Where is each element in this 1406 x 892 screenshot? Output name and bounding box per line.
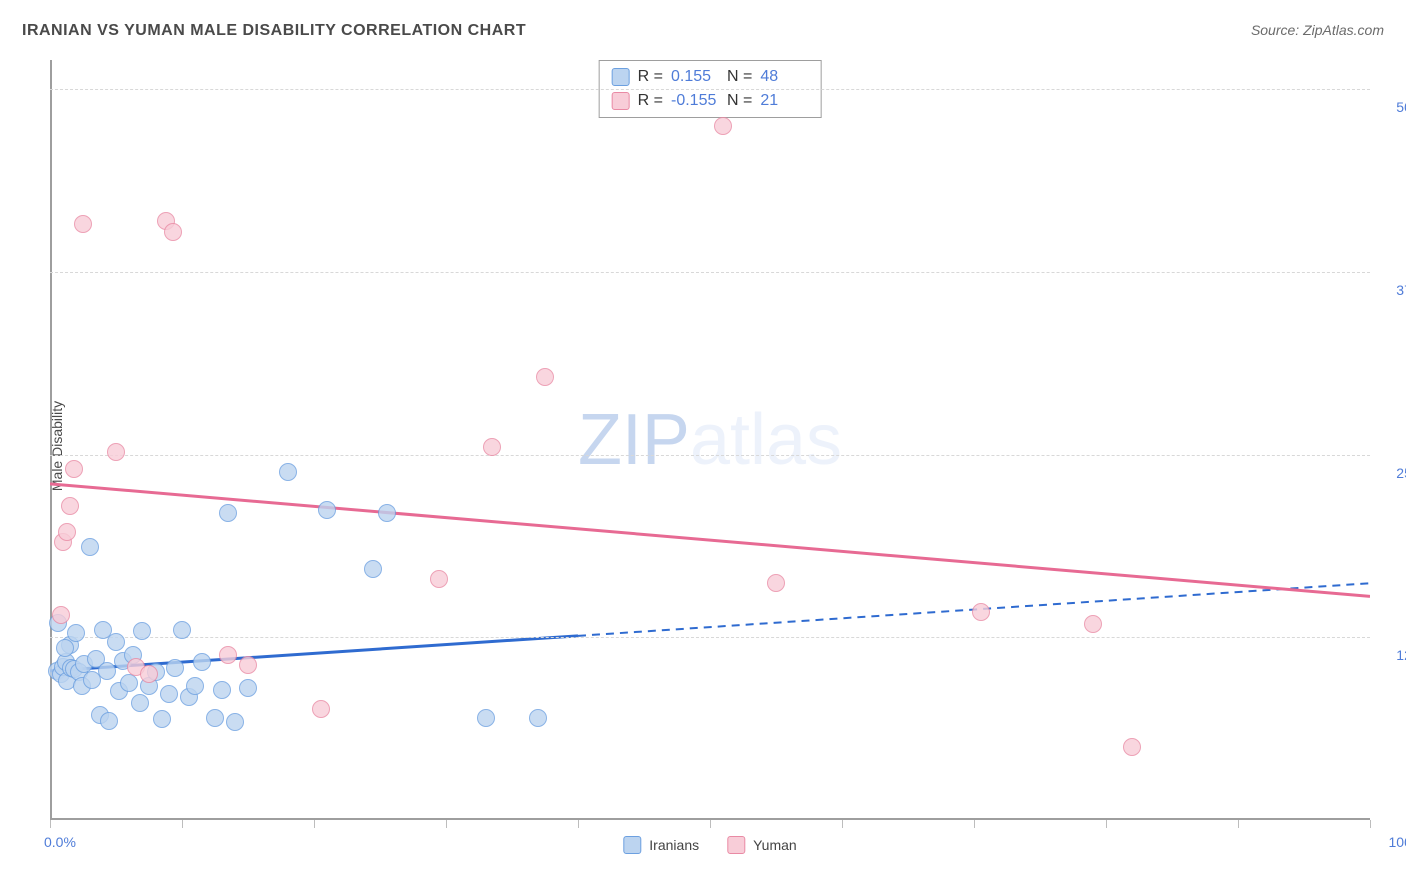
r-label: R =: [638, 65, 663, 89]
r-label: R =: [638, 89, 663, 113]
data-point-iranians: [477, 709, 495, 727]
legend-label-yuman: Yuman: [753, 837, 797, 853]
data-point-iranians: [213, 681, 231, 699]
data-point-iranians: [378, 504, 396, 522]
data-point-iranians: [166, 659, 184, 677]
gridline: [50, 637, 1370, 638]
legend-item-yuman: Yuman: [727, 836, 797, 854]
data-point-iranians: [529, 709, 547, 727]
gridline: [50, 455, 1370, 456]
x-tick-mark: [50, 820, 51, 828]
data-point-iranians: [206, 709, 224, 727]
data-point-iranians: [193, 653, 211, 671]
legend-label-iranians: Iranians: [649, 837, 699, 853]
data-point-iranians: [131, 694, 149, 712]
data-point-iranians: [56, 639, 74, 657]
stats-row-iranians: R = 0.155 N = 48: [612, 65, 809, 89]
data-point-iranians: [173, 621, 191, 639]
data-point-yuman: [536, 368, 554, 386]
y-tick-label: 25.0%: [1376, 465, 1406, 481]
data-point-iranians: [318, 501, 336, 519]
data-point-iranians: [67, 624, 85, 642]
x-tick-mark: [974, 820, 975, 828]
data-point-iranians: [153, 710, 171, 728]
n-label: N =: [727, 89, 752, 113]
data-point-iranians: [98, 662, 116, 680]
x-tick-label: 100.0%: [1376, 834, 1406, 850]
data-point-yuman: [483, 438, 501, 456]
watermark-bold: ZIP: [578, 400, 690, 480]
x-tick-mark: [842, 820, 843, 828]
data-point-yuman: [164, 223, 182, 241]
x-tick-mark: [446, 820, 447, 828]
x-tick-mark: [1238, 820, 1239, 828]
data-point-iranians: [120, 674, 138, 692]
data-point-iranians: [81, 538, 99, 556]
data-point-yuman: [767, 574, 785, 592]
x-tick-mark: [1106, 820, 1107, 828]
data-point-yuman: [239, 656, 257, 674]
data-point-iranians: [239, 679, 257, 697]
data-point-iranians: [100, 712, 118, 730]
data-point-yuman: [52, 606, 70, 624]
trend-lines: [50, 60, 1370, 820]
series-legend: Iranians Yuman: [623, 836, 796, 854]
x-tick-mark: [314, 820, 315, 828]
data-point-yuman: [58, 523, 76, 541]
watermark: ZIPatlas: [578, 399, 842, 481]
y-tick-label: 12.5%: [1376, 647, 1406, 663]
data-point-yuman: [430, 570, 448, 588]
scatter-plot: ZIPatlas R = 0.155 N = 48 R = -0.155 N =…: [50, 60, 1370, 820]
data-point-iranians: [364, 560, 382, 578]
data-point-yuman: [714, 117, 732, 135]
y-tick-label: 50.0%: [1376, 99, 1406, 115]
data-point-iranians: [133, 622, 151, 640]
r-value-iranians: 0.155: [671, 65, 719, 89]
y-tick-label: 37.5%: [1376, 282, 1406, 298]
swatch-iranians-icon: [612, 68, 630, 86]
data-point-yuman: [1123, 738, 1141, 756]
data-point-iranians: [226, 713, 244, 731]
chart-title: IRANIAN VS YUMAN MALE DISABILITY CORRELA…: [22, 22, 526, 40]
swatch-iranians-icon: [623, 836, 641, 854]
data-point-yuman: [219, 646, 237, 664]
source-label: Source: ZipAtlas.com: [1251, 22, 1384, 38]
n-value-yuman: 21: [760, 89, 808, 113]
r-value-yuman: -0.155: [671, 89, 719, 113]
data-point-yuman: [61, 497, 79, 515]
x-tick-label: 0.0%: [44, 834, 76, 850]
watermark-light: atlas: [690, 400, 842, 480]
data-point-iranians: [186, 677, 204, 695]
gridline: [50, 89, 1370, 90]
data-point-yuman: [312, 700, 330, 718]
swatch-yuman-icon: [612, 92, 630, 110]
x-tick-mark: [1370, 820, 1371, 828]
data-point-iranians: [160, 685, 178, 703]
data-point-yuman: [65, 460, 83, 478]
data-point-iranians: [279, 463, 297, 481]
n-value-iranians: 48: [760, 65, 808, 89]
stats-row-yuman: R = -0.155 N = 21: [612, 89, 809, 113]
gridline: [50, 272, 1370, 273]
y-axis-line: [50, 60, 52, 820]
swatch-yuman-icon: [727, 836, 745, 854]
n-label: N =: [727, 65, 752, 89]
data-point-yuman: [1084, 615, 1102, 633]
data-point-yuman: [972, 603, 990, 621]
data-point-yuman: [140, 665, 158, 683]
legend-item-iranians: Iranians: [623, 836, 699, 854]
data-point-yuman: [107, 443, 125, 461]
data-point-yuman: [74, 215, 92, 233]
x-tick-mark: [182, 820, 183, 828]
x-tick-mark: [578, 820, 579, 828]
data-point-iranians: [107, 633, 125, 651]
data-point-iranians: [219, 504, 237, 522]
x-tick-mark: [710, 820, 711, 828]
